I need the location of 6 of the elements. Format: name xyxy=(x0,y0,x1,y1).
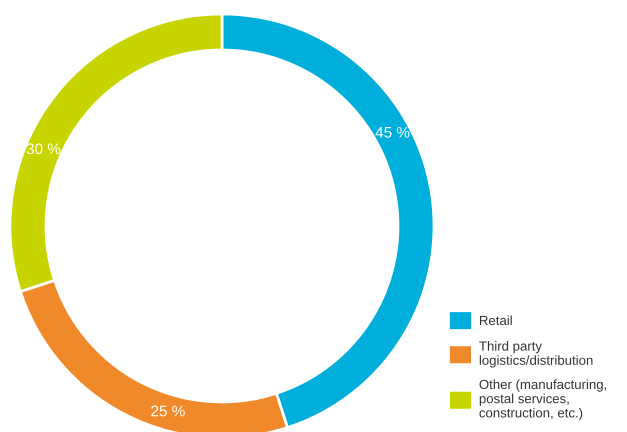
data-label: 45 % xyxy=(376,126,410,138)
data-label: 30 % xyxy=(26,143,60,154)
legend-label: Retail xyxy=(480,315,512,326)
legend-label: Other (manufacturing, postal services, construction, etc.) xyxy=(479,379,606,420)
legend-label: Third party logistics/distribution xyxy=(479,341,592,368)
data-label: 25 % xyxy=(151,406,185,416)
